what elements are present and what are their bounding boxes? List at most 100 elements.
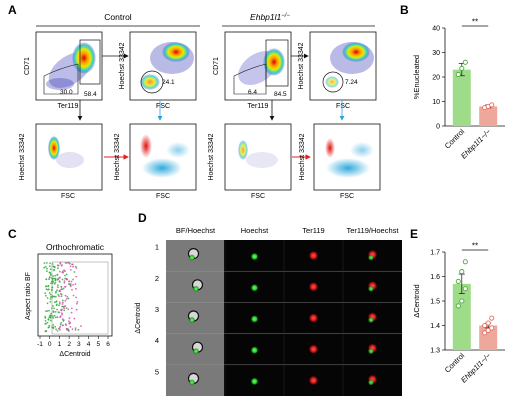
scatter-point <box>52 324 55 326</box>
scatter-point <box>71 289 73 291</box>
svg-text:FSC: FSC <box>61 193 75 200</box>
scatter-point <box>67 297 70 300</box>
merge-hoechst <box>367 316 375 324</box>
scatter-point <box>72 294 75 297</box>
scatter-point <box>44 320 47 322</box>
scatter-orthochromatic <box>43 261 82 333</box>
scatter-point <box>56 284 59 286</box>
svg-text:Ter119: Ter119 <box>248 103 269 110</box>
scatter-point <box>69 285 72 288</box>
scatter-point <box>73 317 76 320</box>
data-point <box>462 259 468 265</box>
scatter-point <box>53 307 55 310</box>
scatter-point <box>53 277 55 280</box>
scatter-point <box>48 278 50 281</box>
scatter-point <box>49 316 52 319</box>
scatter-point <box>65 273 68 276</box>
hoechst-nucleus <box>188 379 196 386</box>
svg-text:Aspect ratio BF: Aspect ratio BF <box>25 272 32 320</box>
scatter-point <box>59 329 61 331</box>
scatter-point <box>63 307 65 310</box>
scatter-point <box>47 288 49 291</box>
data-point <box>455 303 461 309</box>
scatter-point <box>61 303 64 305</box>
scatter-point <box>74 327 77 330</box>
bar <box>479 106 498 126</box>
svg-text:24.1: 24.1 <box>162 79 175 86</box>
scatter-point <box>68 322 71 324</box>
scatter-point <box>64 261 67 264</box>
scatter-point <box>52 280 55 283</box>
column-header: Hoechst <box>241 226 269 235</box>
scatter-point <box>66 278 68 281</box>
scatter-point <box>64 294 67 297</box>
scatter-point <box>44 317 47 319</box>
scatter-point <box>74 329 77 331</box>
merge-hoechst <box>367 285 375 292</box>
scatter-point <box>58 270 61 273</box>
hoechst-nucleus <box>192 285 200 292</box>
data-point <box>485 320 491 326</box>
scatter-point <box>47 284 50 287</box>
category-label: Control <box>443 127 467 151</box>
scatter-point <box>44 285 47 288</box>
scatter-point <box>57 311 60 313</box>
scatter-point <box>61 318 64 321</box>
scatter-point <box>49 319 52 322</box>
scatter-point <box>53 268 56 271</box>
scatter-point <box>69 269 72 271</box>
scatter-point <box>58 327 61 329</box>
scatter-point <box>49 296 52 298</box>
scatter-point <box>46 270 48 273</box>
bar-chart-centroid: 1.31.41.51.61.7ΔCentroidControlEhbp1l1−/… <box>412 242 505 385</box>
scatter-point <box>75 308 78 311</box>
data-point <box>485 327 491 333</box>
y-tick-label: 1.7 <box>430 249 440 256</box>
scatter-point <box>63 280 66 282</box>
scatter-point <box>60 295 63 298</box>
plot-control-cd71-ter119: 30.0 58.4 Ter119 CD71 <box>24 31 103 110</box>
ter119-cell <box>308 281 319 292</box>
scatter-point <box>62 287 65 290</box>
scatter-point <box>49 293 52 296</box>
scatter-point <box>49 265 51 268</box>
scatter-point <box>63 309 66 312</box>
imaging-grid: BF/Hoechst Hoechst Ter119 Ter119/Hoechst 1 2 3… <box>155 226 402 396</box>
panel-c: C Orthochromatic -1 0 1 2 3 4 5 6 ΔCentroid Asp… <box>8 227 113 358</box>
svg-text:ΔCentroid: ΔCentroid <box>135 302 142 333</box>
scatter-point <box>49 298 52 300</box>
scatter-point <box>64 299 67 302</box>
y-tick-label: 0 <box>436 123 440 130</box>
scatter-point <box>75 275 78 278</box>
scatter-point <box>53 301 56 304</box>
scatter-point <box>45 278 48 281</box>
plot-control-hoechst-fsc-3: FSC Hoechst 33342 <box>114 123 197 200</box>
plot-ko-cd71-ter119: 6.4 84.5 Ter119 CD71 <box>213 31 292 110</box>
row-label: 4 <box>155 336 159 345</box>
scatter-point <box>54 311 57 313</box>
column-header: BF/Hoechst <box>176 226 216 235</box>
scatter-point <box>47 318 50 321</box>
svg-text:CD71: CD71 <box>213 57 220 75</box>
column-header: Ter119 <box>302 226 324 235</box>
svg-text:D: D <box>138 211 147 225</box>
scatter-point <box>61 271 64 274</box>
scatter-point <box>61 308 63 311</box>
scatter-point <box>46 262 48 264</box>
scatter-point <box>60 322 63 324</box>
data-point <box>482 322 488 329</box>
scatter-point <box>57 267 59 270</box>
y-tick-label: 20 <box>432 74 440 81</box>
y-tick-label: 1.6 <box>430 274 440 281</box>
scatter-point <box>43 266 46 269</box>
scatter-point <box>57 304 60 307</box>
ko-title: Ehbp1l1−/− <box>250 12 290 22</box>
y-axis-label: ΔCentroid <box>412 284 421 317</box>
svg-text:FSC: FSC <box>251 193 265 200</box>
scatter-point <box>55 328 57 331</box>
svg-text:E: E <box>410 227 418 241</box>
scatter-point <box>52 317 55 319</box>
scatter-point <box>53 282 56 285</box>
significance-label: ** <box>472 242 478 251</box>
